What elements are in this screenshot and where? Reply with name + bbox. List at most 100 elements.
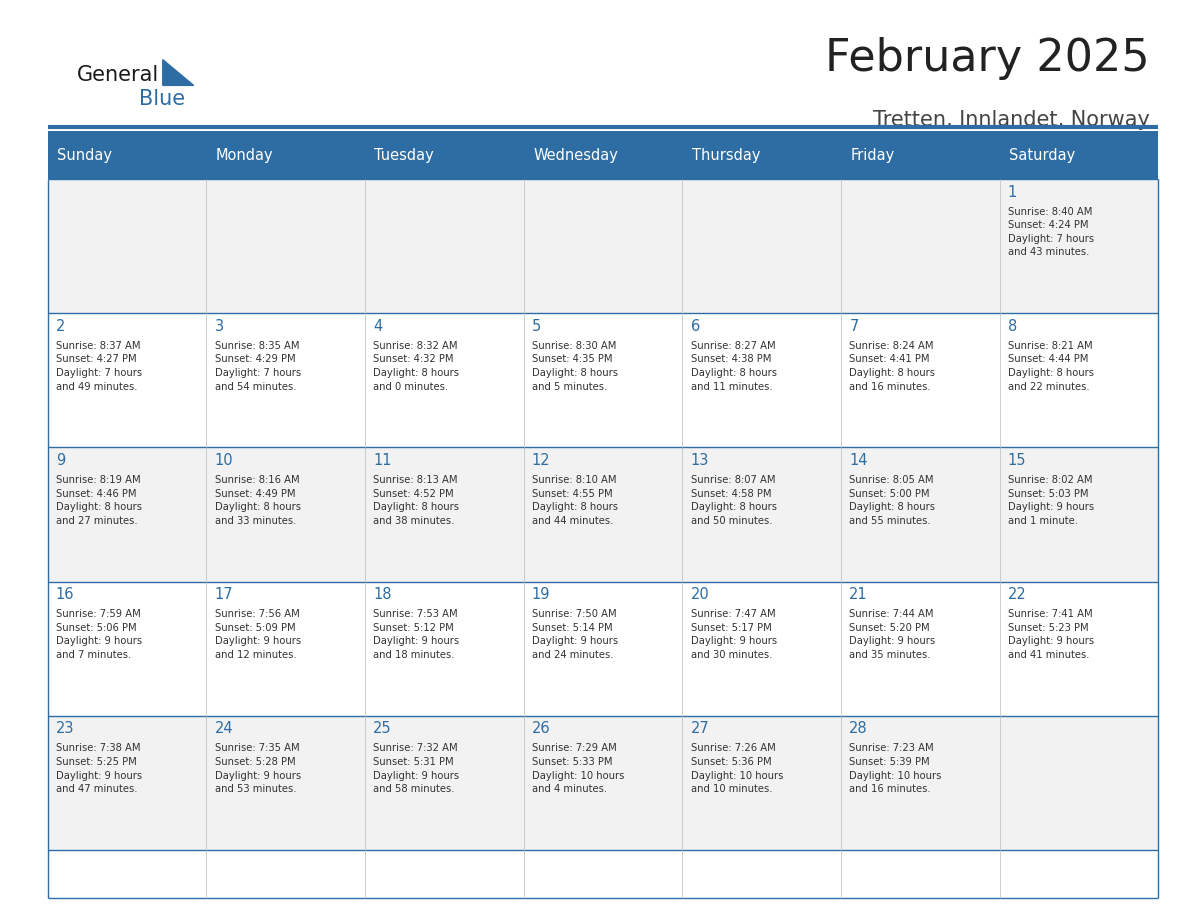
Text: 28: 28 (849, 722, 868, 736)
Text: Sunrise: 8:24 AM
Sunset: 4:41 PM
Daylight: 8 hours
and 16 minutes.: Sunrise: 8:24 AM Sunset: 4:41 PM Dayligh… (849, 341, 935, 392)
Text: 7: 7 (849, 319, 859, 334)
Text: Sunrise: 7:56 AM
Sunset: 5:09 PM
Daylight: 9 hours
and 12 minutes.: Sunrise: 7:56 AM Sunset: 5:09 PM Dayligh… (215, 610, 301, 660)
Bar (365, 313, 524, 447)
Bar (999, 179, 1158, 313)
Text: Wednesday: Wednesday (533, 148, 618, 162)
Text: Sunrise: 8:40 AM
Sunset: 4:24 PM
Daylight: 7 hours
and 43 minutes.: Sunrise: 8:40 AM Sunset: 4:24 PM Dayligh… (1007, 207, 1094, 257)
Text: 10: 10 (215, 453, 233, 468)
Text: 22: 22 (1007, 588, 1026, 602)
Text: 16: 16 (56, 588, 75, 602)
Bar (682, 179, 841, 313)
Text: 26: 26 (532, 722, 550, 736)
Text: 11: 11 (373, 453, 392, 468)
Bar (365, 716, 524, 850)
Bar (841, 447, 999, 582)
Text: Sunrise: 7:38 AM
Sunset: 5:25 PM
Daylight: 9 hours
and 47 minutes.: Sunrise: 7:38 AM Sunset: 5:25 PM Dayligh… (56, 744, 141, 794)
Bar (999, 313, 1158, 447)
Bar (841, 716, 999, 850)
Text: Sunrise: 8:13 AM
Sunset: 4:52 PM
Daylight: 8 hours
and 38 minutes.: Sunrise: 8:13 AM Sunset: 4:52 PM Dayligh… (373, 475, 460, 526)
Text: 24: 24 (215, 722, 233, 736)
Bar (841, 131, 999, 179)
Bar (207, 131, 365, 179)
Text: 15: 15 (1007, 453, 1026, 468)
Bar (682, 313, 841, 447)
Text: Saturday: Saturday (1009, 148, 1075, 162)
Text: 17: 17 (215, 588, 233, 602)
Bar (682, 447, 841, 582)
Bar (524, 313, 682, 447)
Text: 1: 1 (1007, 185, 1017, 199)
Text: Friday: Friday (851, 148, 895, 162)
Text: 19: 19 (532, 588, 550, 602)
Text: Sunrise: 7:35 AM
Sunset: 5:28 PM
Daylight: 9 hours
and 53 minutes.: Sunrise: 7:35 AM Sunset: 5:28 PM Dayligh… (215, 744, 301, 794)
Text: Thursday: Thursday (691, 148, 760, 162)
Text: Sunrise: 7:59 AM
Sunset: 5:06 PM
Daylight: 9 hours
and 7 minutes.: Sunrise: 7:59 AM Sunset: 5:06 PM Dayligh… (56, 610, 141, 660)
Bar (48, 131, 207, 179)
Bar (999, 716, 1158, 850)
Bar (48, 582, 207, 716)
Text: Sunrise: 8:21 AM
Sunset: 4:44 PM
Daylight: 8 hours
and 22 minutes.: Sunrise: 8:21 AM Sunset: 4:44 PM Dayligh… (1007, 341, 1094, 392)
Text: Sunday: Sunday (57, 148, 112, 162)
Text: Sunrise: 8:35 AM
Sunset: 4:29 PM
Daylight: 7 hours
and 54 minutes.: Sunrise: 8:35 AM Sunset: 4:29 PM Dayligh… (215, 341, 301, 392)
Text: 3: 3 (215, 319, 223, 334)
Text: Sunrise: 8:19 AM
Sunset: 4:46 PM
Daylight: 8 hours
and 27 minutes.: Sunrise: 8:19 AM Sunset: 4:46 PM Dayligh… (56, 475, 141, 526)
Text: 27: 27 (690, 722, 709, 736)
Text: 4: 4 (373, 319, 383, 334)
Text: 6: 6 (690, 319, 700, 334)
Text: 23: 23 (56, 722, 75, 736)
Text: Sunrise: 7:29 AM
Sunset: 5:33 PM
Daylight: 10 hours
and 4 minutes.: Sunrise: 7:29 AM Sunset: 5:33 PM Dayligh… (532, 744, 624, 794)
Text: General: General (77, 65, 159, 85)
Text: Sunrise: 7:47 AM
Sunset: 5:17 PM
Daylight: 9 hours
and 30 minutes.: Sunrise: 7:47 AM Sunset: 5:17 PM Dayligh… (690, 610, 777, 660)
Bar (207, 716, 365, 850)
Text: Sunrise: 8:30 AM
Sunset: 4:35 PM
Daylight: 8 hours
and 5 minutes.: Sunrise: 8:30 AM Sunset: 4:35 PM Dayligh… (532, 341, 618, 392)
Text: 5: 5 (532, 319, 542, 334)
Bar (841, 313, 999, 447)
Bar (207, 447, 365, 582)
Text: Sunrise: 7:50 AM
Sunset: 5:14 PM
Daylight: 9 hours
and 24 minutes.: Sunrise: 7:50 AM Sunset: 5:14 PM Dayligh… (532, 610, 618, 660)
Text: 8: 8 (1007, 319, 1017, 334)
Text: 14: 14 (849, 453, 867, 468)
Text: Tretten, Innlandet, Norway: Tretten, Innlandet, Norway (873, 110, 1150, 130)
Bar (365, 447, 524, 582)
Bar (682, 582, 841, 716)
Text: Sunrise: 8:07 AM
Sunset: 4:58 PM
Daylight: 8 hours
and 50 minutes.: Sunrise: 8:07 AM Sunset: 4:58 PM Dayligh… (690, 475, 777, 526)
Text: February 2025: February 2025 (826, 37, 1150, 80)
Bar (524, 716, 682, 850)
Text: Sunrise: 7:53 AM
Sunset: 5:12 PM
Daylight: 9 hours
and 18 minutes.: Sunrise: 7:53 AM Sunset: 5:12 PM Dayligh… (373, 610, 460, 660)
Text: Sunrise: 7:32 AM
Sunset: 5:31 PM
Daylight: 9 hours
and 58 minutes.: Sunrise: 7:32 AM Sunset: 5:31 PM Dayligh… (373, 744, 460, 794)
Text: Sunrise: 7:23 AM
Sunset: 5:39 PM
Daylight: 10 hours
and 16 minutes.: Sunrise: 7:23 AM Sunset: 5:39 PM Dayligh… (849, 744, 942, 794)
Text: Sunrise: 8:32 AM
Sunset: 4:32 PM
Daylight: 8 hours
and 0 minutes.: Sunrise: 8:32 AM Sunset: 4:32 PM Dayligh… (373, 341, 460, 392)
Bar (682, 716, 841, 850)
Bar (524, 131, 682, 179)
Bar (999, 131, 1158, 179)
Bar (207, 179, 365, 313)
Text: 13: 13 (690, 453, 709, 468)
Bar (841, 582, 999, 716)
Text: 12: 12 (532, 453, 550, 468)
Bar (999, 447, 1158, 582)
Text: Sunrise: 8:16 AM
Sunset: 4:49 PM
Daylight: 8 hours
and 33 minutes.: Sunrise: 8:16 AM Sunset: 4:49 PM Dayligh… (215, 475, 301, 526)
Text: Sunrise: 7:26 AM
Sunset: 5:36 PM
Daylight: 10 hours
and 10 minutes.: Sunrise: 7:26 AM Sunset: 5:36 PM Dayligh… (690, 744, 783, 794)
Bar (524, 582, 682, 716)
Text: 20: 20 (690, 588, 709, 602)
Text: 21: 21 (849, 588, 868, 602)
Text: Sunrise: 8:05 AM
Sunset: 5:00 PM
Daylight: 8 hours
and 55 minutes.: Sunrise: 8:05 AM Sunset: 5:00 PM Dayligh… (849, 475, 935, 526)
Text: 18: 18 (373, 588, 392, 602)
Bar (524, 447, 682, 582)
Polygon shape (163, 60, 194, 85)
Text: Sunrise: 8:37 AM
Sunset: 4:27 PM
Daylight: 7 hours
and 49 minutes.: Sunrise: 8:37 AM Sunset: 4:27 PM Dayligh… (56, 341, 141, 392)
Text: 25: 25 (373, 722, 392, 736)
Text: Monday: Monday (216, 148, 273, 162)
Text: Tuesday: Tuesday (374, 148, 434, 162)
Bar (207, 313, 365, 447)
Text: Sunrise: 8:27 AM
Sunset: 4:38 PM
Daylight: 8 hours
and 11 minutes.: Sunrise: 8:27 AM Sunset: 4:38 PM Dayligh… (690, 341, 777, 392)
Bar (48, 179, 207, 313)
Text: Sunrise: 7:44 AM
Sunset: 5:20 PM
Daylight: 9 hours
and 35 minutes.: Sunrise: 7:44 AM Sunset: 5:20 PM Dayligh… (849, 610, 935, 660)
Bar (365, 582, 524, 716)
Bar (682, 131, 841, 179)
Bar (48, 313, 207, 447)
Bar (524, 179, 682, 313)
Bar (48, 447, 207, 582)
Bar (365, 179, 524, 313)
Bar (207, 582, 365, 716)
